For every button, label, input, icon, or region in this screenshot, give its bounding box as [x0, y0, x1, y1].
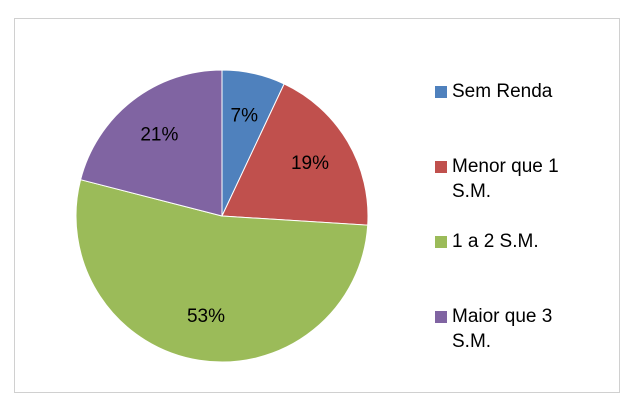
- legend-swatch: [435, 236, 447, 248]
- legend-label: Sem Renda: [452, 81, 553, 102]
- data-label: 53%: [187, 306, 225, 327]
- pie-slice: [75, 179, 369, 363]
- legend-label: Maior que 3 S.M.: [452, 306, 552, 352]
- legend-label: Menor que 1 S.M.: [452, 156, 559, 202]
- legend-swatch: [435, 311, 447, 323]
- data-label: 21%: [140, 124, 178, 145]
- pie-slice: [79, 69, 223, 217]
- data-label: 7%: [231, 105, 259, 126]
- data-label: 19%: [291, 153, 329, 174]
- legend-swatch: [435, 161, 447, 173]
- legend-label: 1 a 2 S.M.: [452, 231, 539, 252]
- pie-slice: [221, 83, 369, 226]
- legend-swatch: [435, 86, 447, 98]
